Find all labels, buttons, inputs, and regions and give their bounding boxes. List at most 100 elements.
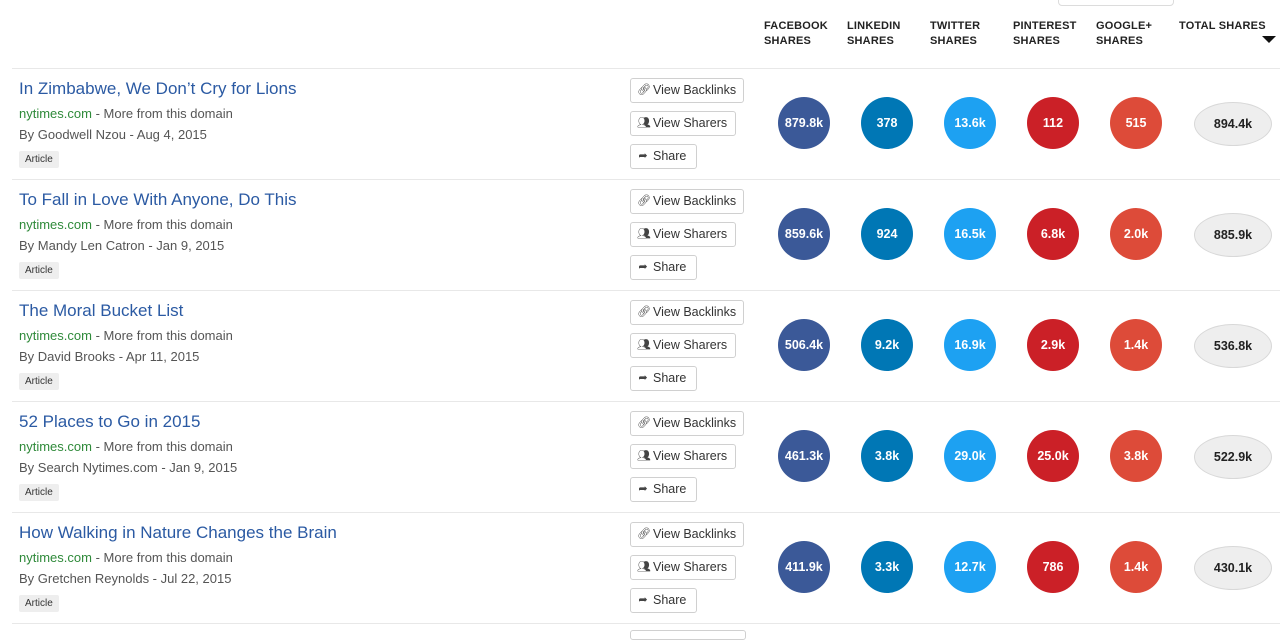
users-icon: 👥︎ [637,450,651,462]
total-shares-count: 430.1k [1194,546,1272,590]
article-title-link[interactable]: The Moral Bucket List [19,301,184,320]
more-from-domain-link[interactable]: More from this domain [103,439,233,454]
view-backlinks-button[interactable]: 🔗︎ View Backlinks [630,78,744,103]
pinterest-shares-count: 786 [1027,541,1079,593]
content-type-badge: Article [19,484,59,501]
view-sharers-button[interactable]: 👥︎ View Sharers [630,222,736,247]
facebook-shares-count: 859.6k [778,208,830,260]
content-type-badge: Article [19,595,59,612]
share-icon: ➦ [638,150,648,162]
share-icon: ➦ [638,483,648,495]
users-icon: 👥︎ [637,117,651,129]
view-sharers-button[interactable]: 👥︎ View Sharers [630,333,736,358]
pinterest-shares-count: 112 [1027,97,1079,149]
more-from-domain-link[interactable]: More from this domain [103,106,233,121]
content-type-badge: Article [19,262,59,279]
article-domain-link[interactable]: nytimes.com [19,106,92,121]
column-header-facebook[interactable]: FACEBOOK SHARES [764,20,828,47]
article-row: How Walking in Nature Changes the Brain … [12,512,1280,624]
view-sharers-button[interactable]: 👥︎ View Sharers [630,555,736,580]
total-shares-count: 536.8k [1194,324,1272,368]
article-byline: By Mandy Len Catron - Jan 9, 2015 [19,238,225,253]
pinterest-shares-count: 2.9k [1027,319,1079,371]
article-byline: By Goodwell Nzou - Aug 4, 2015 [19,127,207,142]
article-domain-line: nytimes.com - More from this domain [19,106,233,121]
total-shares-count: 894.4k [1194,102,1272,146]
article-title-link[interactable]: 52 Places to Go in 2015 [19,412,201,431]
facebook-shares-count: 506.4k [778,319,830,371]
article-row: The Moral Bucket List nytimes.com - More… [12,290,1280,402]
facebook-shares-count: 411.9k [778,541,830,593]
view-sharers-button[interactable]: 👥︎ View Sharers [630,444,736,469]
article-domain-line: nytimes.com - More from this domain [19,550,233,565]
article-row: To Fall in Love With Anyone, Do This nyt… [12,179,1280,291]
article-title-link[interactable]: To Fall in Love With Anyone, Do This [19,190,297,209]
total-shares-count: 522.9k [1194,435,1272,479]
googleplus-shares-count: 1.4k [1110,541,1162,593]
more-from-domain-link[interactable]: More from this domain [103,550,233,565]
linkedin-shares-count: 378 [861,97,913,149]
link-icon: 🔗︎ [637,195,651,207]
share-button[interactable]: ➦ Share [630,366,697,391]
twitter-shares-count: 16.5k [944,208,996,260]
column-header-pinterest[interactable]: PINTEREST SHARES [1013,20,1077,47]
view-backlinks-button[interactable]: 🔗︎ View Backlinks [630,522,744,547]
share-icon: ➦ [638,261,648,273]
share-button[interactable]: ➦ Share [630,477,697,502]
googleplus-shares-count: 3.8k [1110,430,1162,482]
share-button[interactable]: ➦ Share [630,588,697,613]
view-sharers-button[interactable]: 👥︎ View Sharers [630,111,736,136]
pinterest-shares-count: 6.8k [1027,208,1079,260]
content-type-badge: Article [19,373,59,390]
column-header-linkedin[interactable]: LINKEDIN SHARES [847,20,901,47]
view-backlinks-button[interactable]: 🔗︎ View Backlinks [630,300,744,325]
content-type-badge: Article [19,151,59,168]
article-title-link[interactable]: In Zimbabwe, We Don’t Cry for Lions [19,79,297,98]
column-header-total[interactable]: TOTAL SHARES [1179,20,1266,32]
article-title-link[interactable]: How Walking in Nature Changes the Brain [19,523,337,542]
linkedin-shares-count: 9.2k [861,319,913,371]
pinterest-shares-count: 25.0k [1027,430,1079,482]
twitter-shares-count: 12.7k [944,541,996,593]
article-domain-link[interactable]: nytimes.com [19,328,92,343]
top-control-partial[interactable] [1058,0,1174,6]
share-button[interactable]: ➦ Share [630,144,697,169]
article-domain-link[interactable]: nytimes.com [19,217,92,232]
article-domain-link[interactable]: nytimes.com [19,439,92,454]
column-header-googleplus[interactable]: GOOGLE+ SHARES [1096,20,1153,47]
article-domain-link[interactable]: nytimes.com [19,550,92,565]
facebook-shares-count: 461.3k [778,430,830,482]
linkedin-shares-count: 924 [861,208,913,260]
linkedin-shares-count: 3.3k [861,541,913,593]
article-domain-line: nytimes.com - More from this domain [19,328,233,343]
more-from-domain-link[interactable]: More from this domain [103,328,233,343]
view-backlinks-button[interactable]: 🔗︎ View Backlinks [630,189,744,214]
twitter-shares-count: 16.9k [944,319,996,371]
total-shares-count: 885.9k [1194,213,1272,257]
twitter-shares-count: 29.0k [944,430,996,482]
twitter-shares-count: 13.6k [944,97,996,149]
linkedin-shares-count: 3.8k [861,430,913,482]
users-icon: 👥︎ [637,228,651,240]
view-backlinks-button[interactable]: 🔗︎ View Backlinks [630,411,744,436]
share-icon: ➦ [638,372,648,384]
article-byline: By Gretchen Reynolds - Jul 22, 2015 [19,571,232,586]
article-byline: By Search Nytimes.com - Jan 9, 2015 [19,460,238,475]
share-icon: ➦ [638,594,648,606]
article-row: 52 Places to Go in 2015 nytimes.com - Mo… [12,401,1280,513]
link-icon: 🔗︎ [637,417,651,429]
googleplus-shares-count: 515 [1110,97,1162,149]
more-from-domain-link[interactable]: More from this domain [103,217,233,232]
googleplus-shares-count: 2.0k [1110,208,1162,260]
column-header-twitter[interactable]: TWITTER SHARES [930,20,981,47]
facebook-shares-count: 879.8k [778,97,830,149]
link-icon: 🔗︎ [637,528,651,540]
article-row: In Zimbabwe, We Don’t Cry for Lions nyti… [12,68,1280,180]
article-byline: By David Brooks - Apr 11, 2015 [19,349,200,364]
link-icon: 🔗︎ [637,306,651,318]
article-domain-line: nytimes.com - More from this domain [19,217,233,232]
sort-down-icon[interactable] [1262,36,1276,43]
next-row-button-partial[interactable] [630,630,746,640]
users-icon: 👥︎ [637,339,651,351]
share-button[interactable]: ➦ Share [630,255,697,280]
